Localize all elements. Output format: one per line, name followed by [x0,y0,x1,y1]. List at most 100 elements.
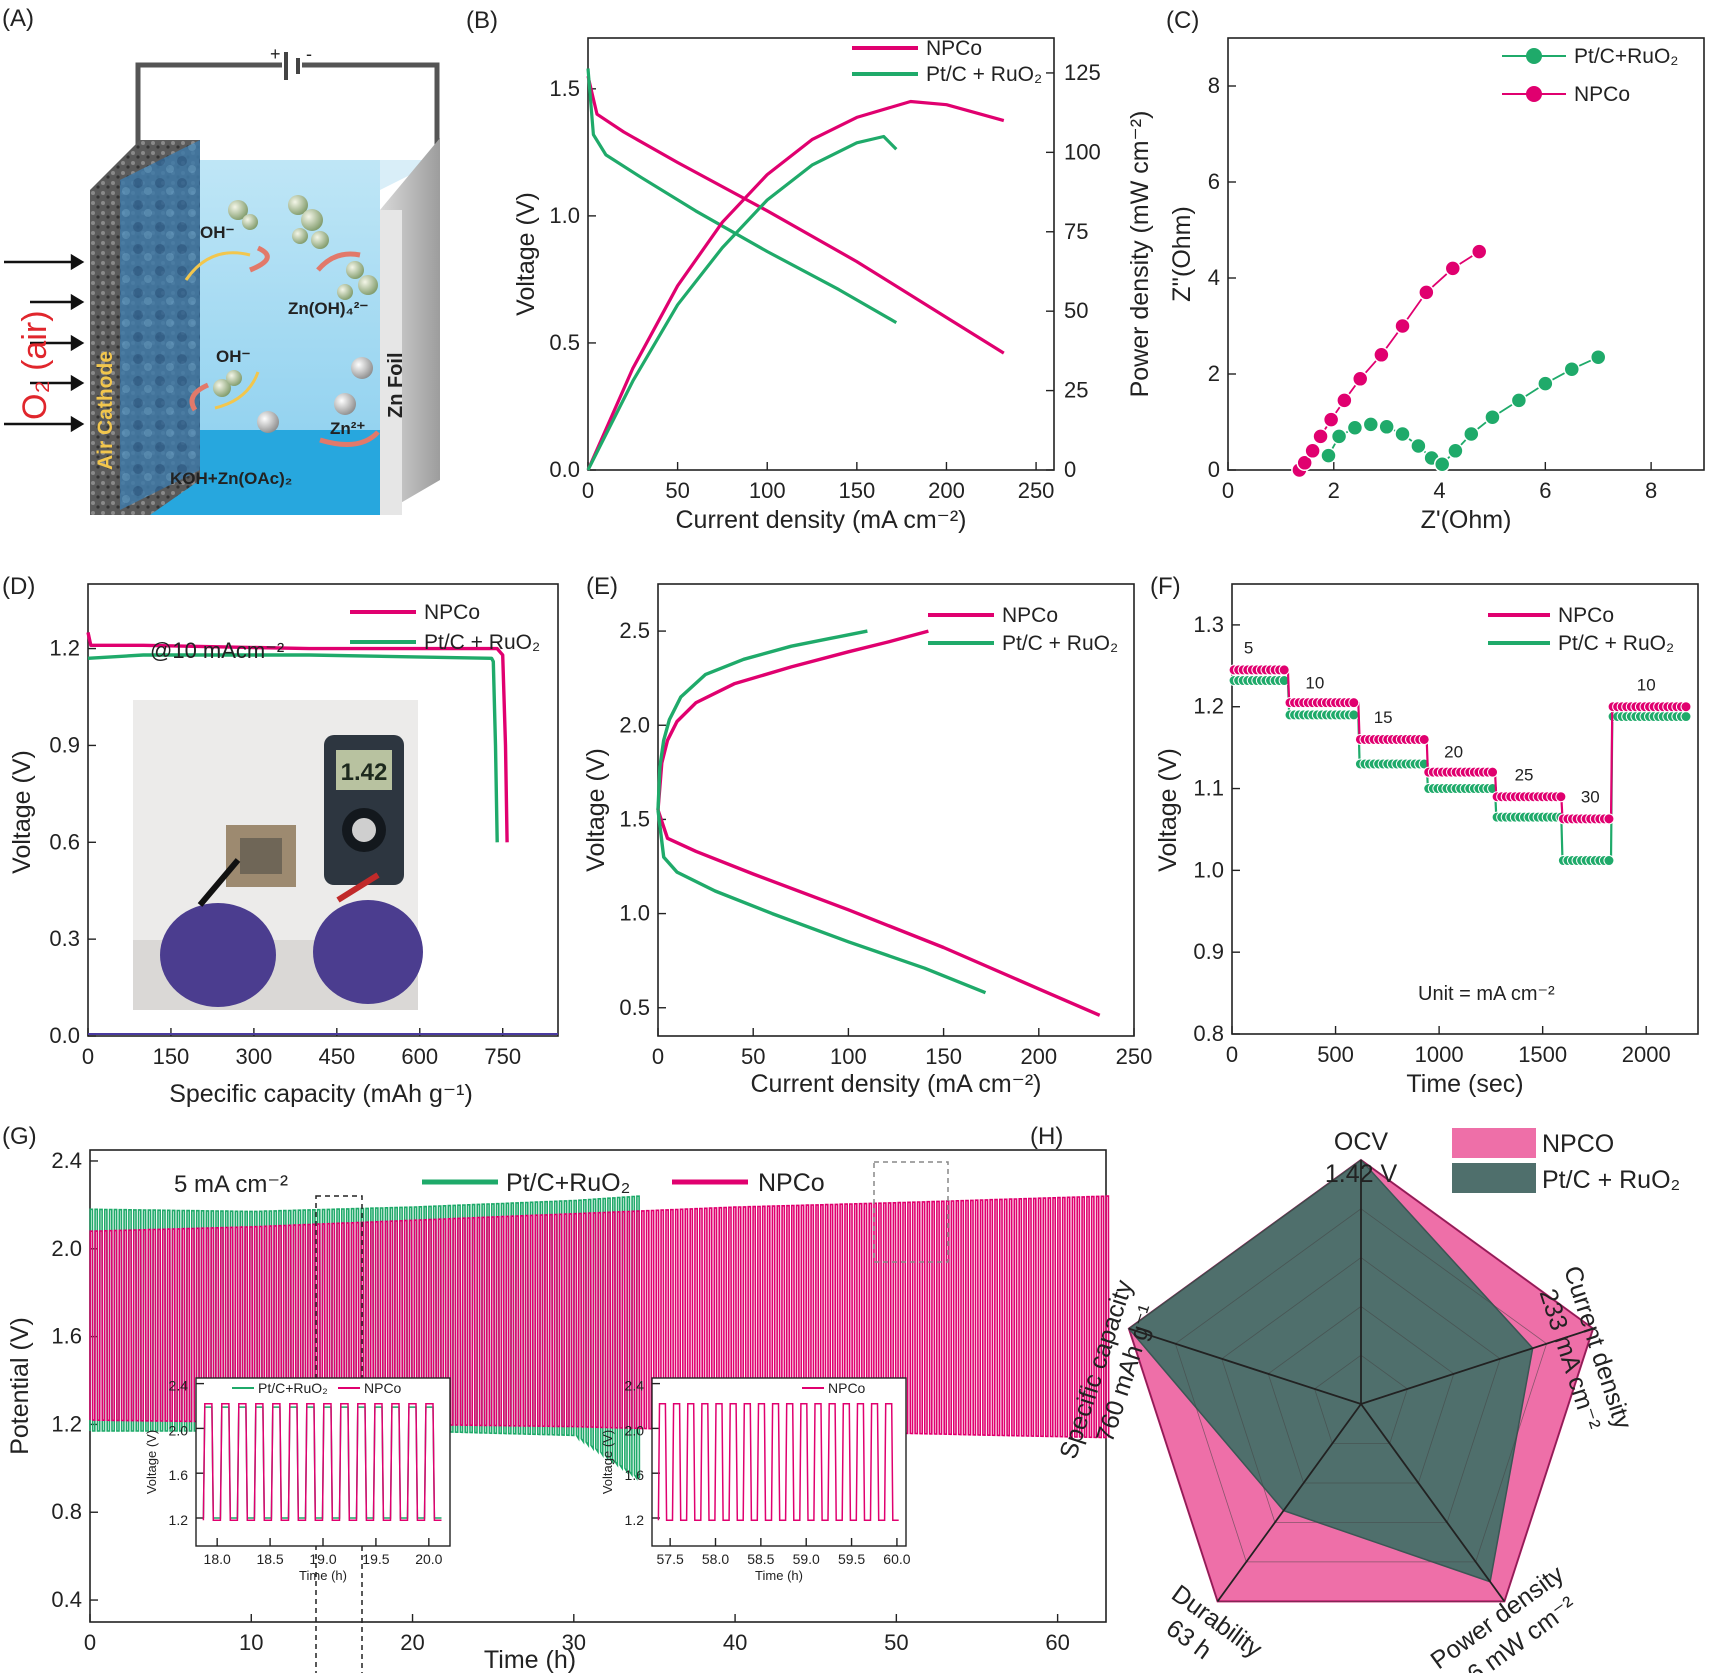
x-tick-label: 0 [1226,1042,1238,1067]
current-annotation-d: @10 mAcm⁻² [150,638,284,663]
step-label: 10 [1637,675,1656,694]
x-tick-label: 750 [484,1044,521,1069]
y2-axis-label-b: Power density (mW cm⁻²) [1126,111,1154,398]
x-tick-label: 2000 [1622,1042,1671,1067]
data-point-npco [1304,442,1321,460]
x-tick-label: 60 [1045,1630,1069,1655]
series-line-npco-left [586,75,1005,355]
radar-grid-ring [1314,1354,1408,1444]
data-point-npco [1470,243,1488,260]
panel-c-nyquist: (C) 0 2 4 6 8 0 2 4 6 8 Z'(Ohm) Z''(Ohm) Pt/C+RuO… [1166,7,1705,534]
data-point-ptc [1680,711,1692,723]
inset-y-axis-label: Voltage (V) [144,1430,159,1494]
current-annotation-g: 5 mA cm⁻² [174,1171,288,1198]
air-cathode-mesh [120,140,200,510]
legend-c: Pt/C+RuO₂ NPCo [1502,45,1678,106]
x-tick-label: 250 [1018,478,1055,503]
step-label: 5 [1244,639,1253,658]
x-tick-label: 0 [82,1044,94,1069]
x-axis-label-b: Current density (mA cm⁻²) [675,506,966,534]
x-tick-label: 58.5 [747,1551,774,1567]
inset-x-axis-label: Time (h) [755,1568,803,1583]
y-tick-label: 1.0 [549,203,580,228]
x-axis-label-f: Time (sec) [1406,1070,1523,1098]
step-label: 25 [1515,765,1534,784]
curved-arrow-2 [316,251,361,272]
legend-label-ptc: Pt/C + RuO₂ [1542,1166,1680,1194]
oh-path-1 [184,251,251,281]
panel-label-h: (H) [1030,1123,1063,1150]
panel-label-e: (E) [586,573,618,600]
data-point-npco [1444,260,1462,277]
legend-label-npco: NPCo [1574,83,1630,106]
data-point-ptc [1362,416,1380,433]
series-line-ptc-left [586,68,898,324]
y-tick-label: 1.6 [51,1324,82,1349]
legend-label-ptc: Pt/C+RuO₂ [1574,45,1678,68]
panel-label-b: (B) [466,7,498,34]
curved-arrow-4 [319,430,380,447]
panel-label-d: (D) [2,573,35,600]
y2-tick-label: 125 [1064,60,1101,85]
zincate-label: Zn(OH)₄²⁻ [288,299,368,318]
y-tick-label: 1.2 [625,1512,645,1528]
x-tick-label: 59.5 [838,1551,865,1567]
legend-h: NPCO Pt/C + RuO₂ [1452,1128,1680,1194]
electrolyte-label: KOH+Zn(OAc)₂ [170,469,292,488]
plot-frame-f [1231,583,1699,1035]
bubble-icon [213,195,378,397]
inset-legend-label-npco: NPCo [364,1380,402,1396]
x-tick-label: 57.5 [657,1551,684,1567]
oh-label-2: OH⁻ [216,347,251,366]
radar-axis-ocv: OCV [1334,1128,1389,1156]
series-line-ptc-right [586,134,898,471]
legend-label-npco: NPCo [926,37,982,60]
inset-series-npco [202,1403,442,1521]
y2-tick-label: 25 [1064,378,1088,403]
x-tick-label: 300 [236,1044,273,1069]
y-tick-label: 1.5 [549,76,580,101]
panel-b-polarization: (B) 0 50 100 150 200 250 0.0 0.5 1.0 1.5 0 25 50 75 10… [466,7,1154,534]
series-line-ptc [87,653,499,843]
series-line-ptc [656,629,868,811]
data-point-npco [1296,454,1313,472]
x-tick-label: 0 [652,1044,664,1069]
x-tick-label: 0 [582,478,594,503]
data-point-npco [1603,813,1615,825]
y-axis-label-b: Voltage (V) [512,192,540,316]
x-tick-label: 40 [723,1630,747,1655]
inset-series-npco [657,1403,899,1521]
y-tick-label: 0.8 [51,1499,82,1524]
y-tick-label: 1.6 [625,1467,645,1483]
x-tick-label: 450 [318,1044,355,1069]
radar-grid-ring [1174,1208,1548,1563]
y-tick-label: 0 [1208,457,1220,482]
minus-label: - [306,44,312,64]
y-tick-label: 2.0 [169,1422,189,1438]
y-tick-label: 1.2 [49,636,80,661]
x-tick-label: 1000 [1415,1042,1464,1067]
y-tick-label: 2.4 [169,1378,189,1394]
data-point-ptc [1394,425,1411,443]
y-tick-label: 0.4 [51,1587,82,1612]
y-axis-label-g: Potential (V) [6,1317,34,1455]
zoom-box-2 [873,1161,949,1263]
x-tick-label: 200 [1020,1044,1057,1069]
panel-g-cycling: (G) 0 10 20 30 40 50 60 0.4 0.8 1.2 1.6 2.0 2.4 18.0… [2,1123,1110,1673]
plot-frame-d [87,583,559,1037]
legend-b: NPCo Pt/C + RuO₂ [852,37,1042,86]
data-point-npco [1336,392,1353,409]
x-tick-label: 150 [925,1044,962,1069]
data-point-ptc [1463,425,1480,443]
panel-h-radar: (H) OCV 1.42 V Current density 233 mA cm… [1030,1123,1680,1673]
x-tick-label: 58.0 [702,1551,729,1567]
panel-label-f: (F) [1150,573,1181,600]
panel-label-c: (C) [1166,7,1199,34]
radar-spoke [1360,1327,1594,1405]
y-tick-label: 1.0 [619,901,650,926]
data-point-ptc [1330,428,1348,445]
step-label: 20 [1444,742,1463,761]
x-tick-label: 2 [1328,478,1340,503]
inset-y-axis-label: Voltage (V) [600,1430,615,1494]
